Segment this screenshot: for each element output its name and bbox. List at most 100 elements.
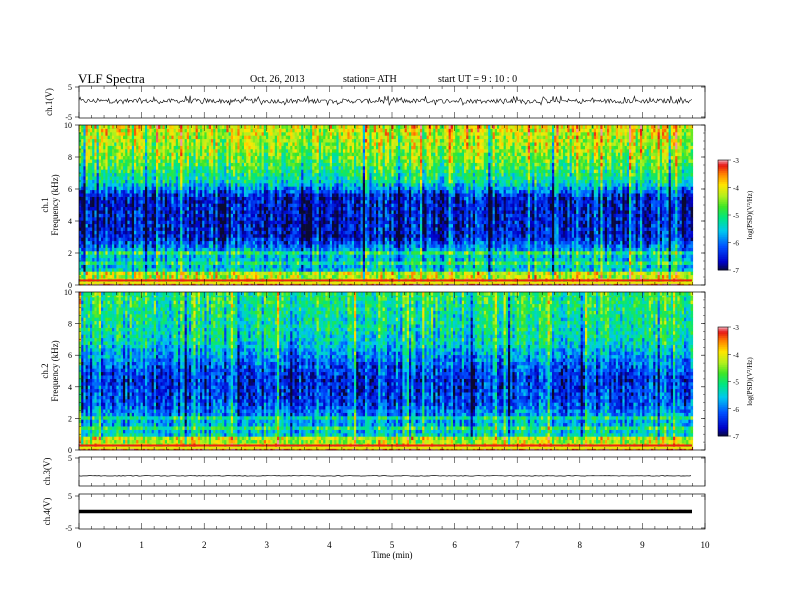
spectrogram-cell — [284, 241, 287, 245]
spectrogram-cell — [224, 156, 227, 160]
spectrogram-cell — [101, 159, 104, 163]
spectrogram-cell — [127, 220, 129, 224]
spectrogram-cell — [259, 234, 262, 238]
spectrogram-cell — [119, 173, 122, 177]
spectrogram-cell — [92, 248, 95, 252]
spectrogram-cell — [224, 268, 227, 272]
spectrogram-cell — [99, 156, 102, 160]
spectrogram-cell — [264, 169, 267, 173]
spectrogram-cell — [97, 149, 100, 153]
spectrogram-cell — [127, 176, 129, 180]
spectrogram-cell — [138, 169, 141, 173]
spectrogram-cell — [171, 176, 174, 180]
spectrogram-cell — [180, 135, 183, 139]
spectrogram-cell — [143, 159, 146, 163]
spectrogram-cell — [290, 142, 293, 146]
spectrogram-cell — [149, 258, 152, 262]
spectrogram-cell — [213, 258, 216, 262]
spectrogram-cell — [213, 152, 216, 156]
spectrogram-cell — [105, 261, 108, 265]
spectrogram-cell — [81, 224, 84, 228]
spectrogram-cell — [299, 190, 302, 194]
spectrogram-cell — [266, 173, 269, 177]
spectrogram-cell — [207, 203, 210, 207]
spectrogram-cell — [154, 152, 157, 156]
spectrogram-cell — [149, 173, 152, 177]
spectrogram-cell — [253, 234, 256, 238]
spectrogram-cell — [209, 271, 212, 275]
spectrogram-cell — [270, 254, 273, 258]
spectrogram-cell — [141, 190, 144, 194]
spectrogram-cell — [259, 214, 262, 218]
spectrogram-cell — [295, 166, 298, 170]
spectrogram-cell — [79, 156, 82, 160]
spectrogram-cell — [279, 197, 282, 201]
spectrogram-cell — [251, 146, 254, 150]
spectrogram-cell — [163, 244, 166, 248]
spectrogram-cell — [242, 244, 245, 248]
spectrogram-cell — [136, 197, 139, 201]
spectrogram-cell — [299, 125, 302, 129]
spectrogram-cell — [119, 135, 122, 139]
spectrogram-cell — [105, 234, 108, 238]
spectrogram-cell — [97, 275, 100, 279]
spectrogram-cell — [105, 271, 108, 275]
spectrogram-cell — [275, 132, 278, 136]
spectrogram-cell — [284, 139, 287, 143]
spectrogram-cell — [290, 265, 293, 269]
spectrogram-cell — [81, 146, 84, 150]
spectrogram-cell — [86, 271, 89, 275]
spectrogram-cell — [242, 152, 245, 156]
spectrogram-cell — [105, 125, 108, 129]
spectrogram-cell — [145, 180, 148, 184]
spectrogram-cell — [97, 125, 100, 129]
spectrogram-cell — [171, 231, 174, 235]
spectrogram-cell — [218, 190, 221, 194]
spectrogram-cell — [207, 139, 210, 143]
spectrogram-cell — [119, 183, 122, 187]
spectrogram-cell — [270, 214, 273, 218]
spectrogram-cell — [257, 129, 260, 133]
spectrogram-cell — [182, 152, 185, 156]
spectrogram-cell — [295, 190, 298, 194]
spectrogram-cell — [200, 268, 203, 272]
spectrogram-cell — [174, 186, 177, 190]
spectrogram-cell — [237, 207, 240, 211]
spectrogram-cell — [286, 220, 289, 224]
spectrogram-cell — [231, 203, 234, 207]
spectrogram-cell — [262, 214, 265, 218]
spectrogram-cell — [121, 200, 124, 204]
spectrogram-cell — [108, 173, 111, 177]
spectrogram-cell — [174, 146, 177, 150]
spectrogram-cell — [176, 210, 179, 214]
spectrogram-cell — [275, 163, 278, 167]
spectrogram-cell — [156, 169, 159, 173]
spectrogram-cell — [200, 234, 203, 238]
spectrogram-cell — [198, 224, 201, 228]
spectrogram-cell — [229, 180, 232, 184]
spectrogram-cell — [165, 129, 168, 133]
spectrogram-cell — [191, 254, 194, 258]
spectrogram-cell — [240, 251, 243, 255]
spectrogram-cell — [196, 237, 199, 241]
spectrogram-cell — [207, 197, 210, 201]
spectrogram-cell — [191, 217, 194, 221]
spectrogram-cell — [114, 132, 117, 136]
spectrogram-cell — [185, 268, 188, 272]
spectrogram-cell — [185, 159, 188, 163]
spectrogram-cell — [273, 254, 276, 258]
spectrogram-cell — [281, 214, 284, 218]
spectrogram-cell — [143, 152, 146, 156]
spectrogram-cell — [83, 125, 86, 129]
spectrogram-cell — [286, 237, 289, 241]
spectrogram-cell — [178, 169, 181, 173]
spectrogram-cell — [180, 129, 183, 133]
spectrogram-cell — [178, 149, 181, 153]
spectrogram-cell — [99, 129, 102, 133]
spectrogram-cell — [237, 146, 240, 150]
spectrogram-cell — [240, 231, 243, 235]
spectrogram-cell — [165, 183, 168, 187]
spectrogram-cell — [178, 220, 181, 224]
spectrogram-cell — [123, 217, 126, 221]
spectrogram-cell — [224, 258, 227, 262]
